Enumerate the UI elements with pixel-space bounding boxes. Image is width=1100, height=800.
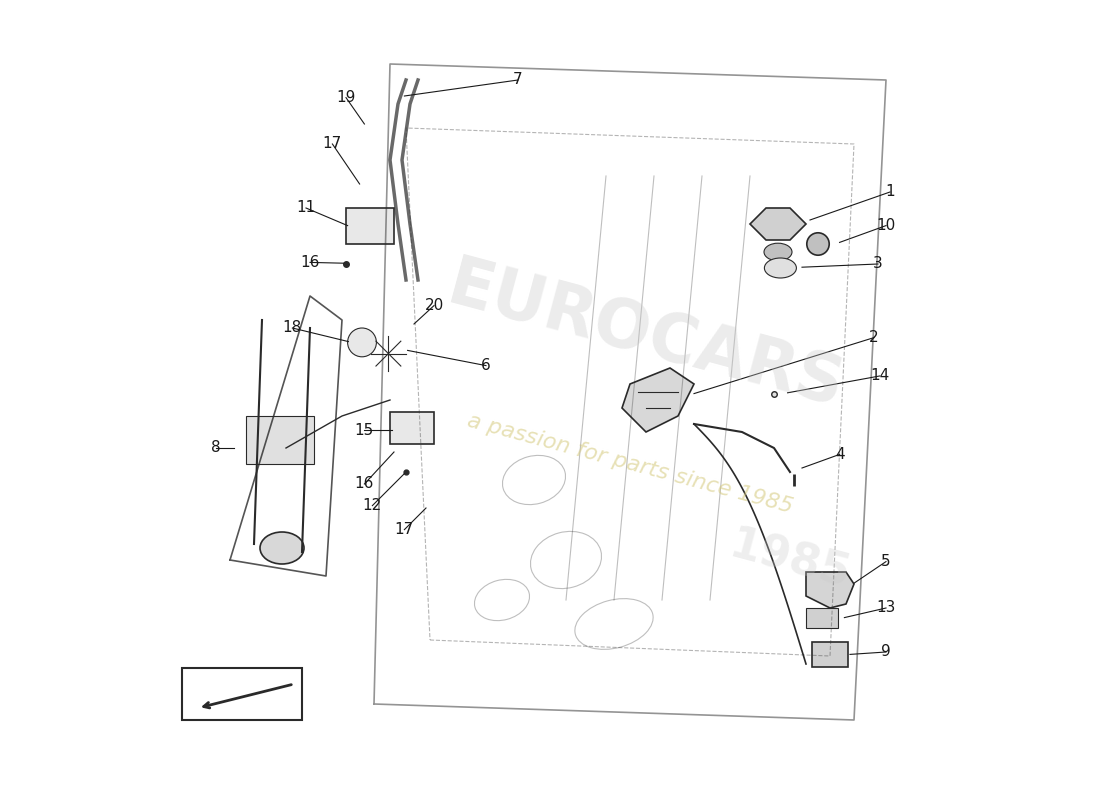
- Text: 2: 2: [869, 330, 879, 345]
- Text: 17: 17: [395, 522, 414, 537]
- Text: 20: 20: [425, 298, 443, 313]
- FancyBboxPatch shape: [813, 642, 848, 667]
- Circle shape: [348, 328, 376, 357]
- Ellipse shape: [806, 233, 829, 255]
- FancyBboxPatch shape: [806, 608, 838, 628]
- Text: 8: 8: [211, 441, 220, 455]
- Polygon shape: [806, 572, 854, 608]
- Text: 16: 16: [300, 255, 320, 270]
- Text: 4: 4: [835, 447, 845, 462]
- Text: 5: 5: [881, 554, 891, 569]
- Text: 17: 17: [322, 137, 342, 151]
- Text: 14: 14: [870, 369, 889, 383]
- Text: 9: 9: [881, 645, 891, 659]
- Text: 7: 7: [514, 73, 522, 87]
- Text: 18: 18: [283, 321, 302, 335]
- Ellipse shape: [764, 243, 792, 261]
- Text: 11: 11: [296, 201, 316, 215]
- Text: EUROCARS: EUROCARS: [441, 251, 851, 421]
- Text: 1: 1: [886, 185, 894, 199]
- Text: a passion for parts since 1985: a passion for parts since 1985: [465, 411, 795, 517]
- Text: 6: 6: [481, 358, 491, 373]
- FancyBboxPatch shape: [246, 416, 314, 464]
- Text: 13: 13: [877, 601, 895, 615]
- Polygon shape: [621, 368, 694, 432]
- FancyBboxPatch shape: [346, 208, 394, 244]
- Polygon shape: [750, 208, 806, 240]
- Ellipse shape: [764, 258, 796, 278]
- Text: 16: 16: [354, 477, 374, 491]
- FancyBboxPatch shape: [390, 412, 435, 444]
- Ellipse shape: [260, 532, 304, 564]
- Text: 1985: 1985: [725, 523, 856, 597]
- Text: 10: 10: [877, 218, 895, 233]
- Text: 3: 3: [873, 257, 883, 271]
- Text: 15: 15: [355, 423, 374, 438]
- Text: 19: 19: [337, 90, 355, 105]
- Text: 12: 12: [363, 498, 382, 513]
